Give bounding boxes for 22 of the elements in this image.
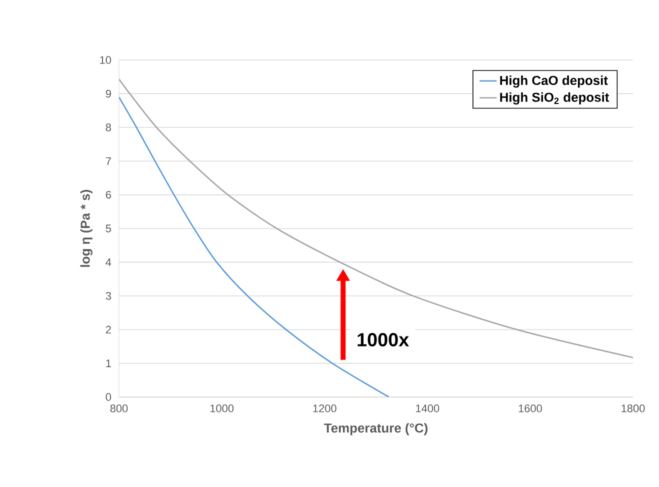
y-tick-label: 5 [106,224,112,232]
x-tick-label: 1200 [313,404,336,412]
annotation: 1000x [358,333,409,346]
legend-label: High CaO deposit [500,75,608,88]
legend-label: High SiO$_{2}$ deposit [500,92,610,104]
x-tick-label: 1800 [622,404,645,412]
y-tick-label: 2 [106,326,111,334]
y-axis-title: log η (Pa * s) [80,190,92,267]
y-tick-label: 4 [106,258,112,266]
x-axis-title: Temperature (°C) [324,423,428,436]
y-tick-label: 9 [106,90,111,98]
y-tick-label: 8 [106,124,111,132]
x-tick-label: 1000 [210,404,234,412]
x-tick-label: 1400 [416,404,440,412]
x-tick-label: 800 [110,404,128,412]
y-tick-label: 6 [106,190,111,199]
y-tick-label: 3 [106,292,111,300]
y-tick-label: 7 [106,157,111,165]
y-tick-label: 0 [106,393,112,401]
y-tick-label: 10 [100,56,112,64]
x-tick-label: 1600 [518,404,542,412]
y-tick-label: 1 [106,360,111,368]
